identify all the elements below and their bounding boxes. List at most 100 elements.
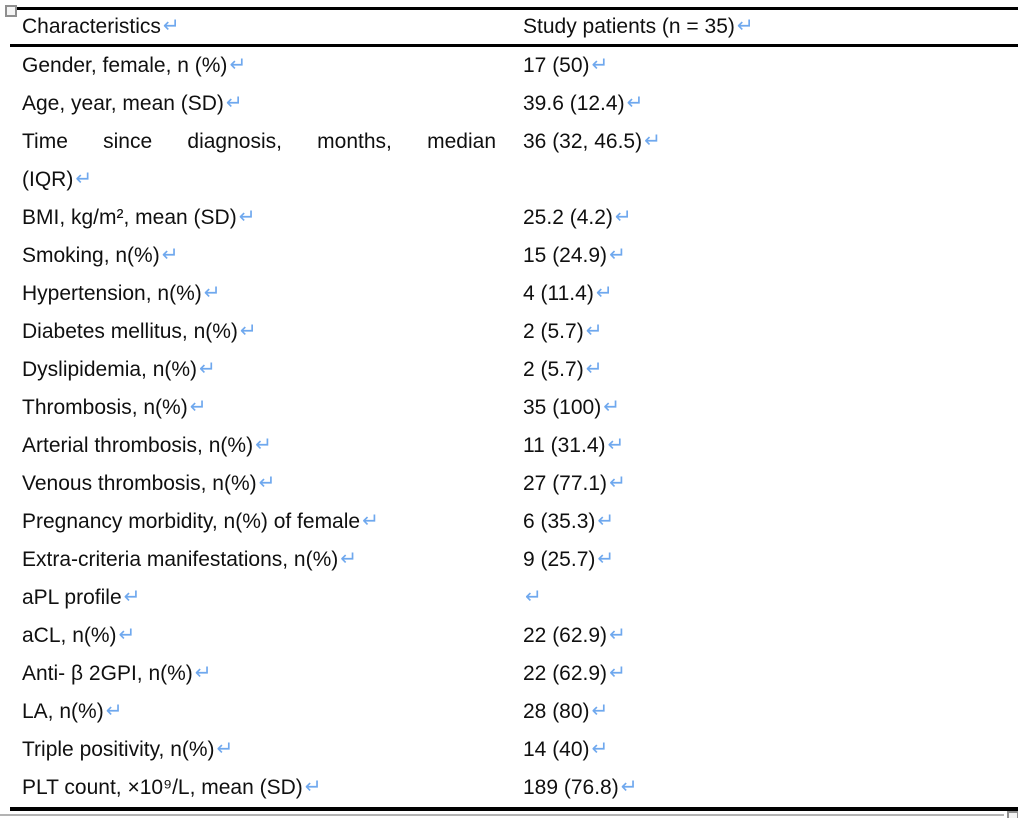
table-row: Arterial thrombosis, n(%) ↵ 11 (31.4) ↵ bbox=[10, 427, 1018, 465]
row-label-text: Arterial thrombosis, n(%) bbox=[22, 434, 254, 457]
row-label-cell[interactable]: Smoking, n(%) ↵ bbox=[10, 237, 510, 275]
row-value-text: 9 (25.7) bbox=[523, 548, 596, 571]
table-move-handle-icon[interactable] bbox=[5, 5, 17, 17]
table-row: Venous thrombosis, n(%) ↵ 27 (77.1) ↵ bbox=[10, 465, 1018, 503]
row-label-cell[interactable]: Age, year, mean (SD) ↵ bbox=[10, 85, 510, 123]
row-label-cell[interactable]: Thrombosis, n(%) ↵ bbox=[10, 389, 510, 427]
row-label-text: Venous thrombosis, n(%) bbox=[22, 472, 257, 495]
row-label-cell[interactable]: Dyslipidemia, n(%) ↵ bbox=[10, 351, 510, 389]
row-value-cell[interactable]: 2 (5.7) ↵ bbox=[510, 351, 1018, 389]
table-row: Age, year, mean (SD) ↵ 39.6 (12.4) ↵ bbox=[10, 85, 1018, 123]
row-value-text: 2 (5.7) bbox=[523, 358, 584, 381]
header-cell-patients[interactable]: Study patients (n = 35) ↵ bbox=[510, 10, 1018, 44]
return-mark-icon: ↵ bbox=[597, 548, 615, 570]
table-row: Smoking, n(%) ↵ 15 (24.9) ↵ bbox=[10, 237, 1018, 275]
return-mark-icon: ↵ bbox=[591, 738, 609, 760]
row-label-cell[interactable]: Arterial thrombosis, n(%) ↵ bbox=[10, 427, 510, 465]
table-row: aCL, n(%) ↵ 22 (62.9) ↵ bbox=[10, 617, 1018, 655]
return-mark-icon: ↵ bbox=[161, 244, 179, 266]
row-value-cell[interactable]: 6 (35.3) ↵ bbox=[510, 503, 1018, 541]
row-value-cell[interactable]: 4 (11.4) ↵ bbox=[510, 275, 1018, 313]
row-value-text: 39.6 (12.4) bbox=[523, 92, 625, 115]
return-mark-icon: ↵ bbox=[225, 92, 243, 114]
row-label-text: Smoking, n(%) bbox=[22, 244, 160, 267]
return-mark-icon: ↵ bbox=[362, 510, 379, 532]
row-label-line1: Smoking, n(%) ↵ bbox=[22, 237, 496, 275]
row-label-cell[interactable]: PLT count, ×10⁹/L, mean (SD) ↵ bbox=[10, 769, 510, 807]
row-value-cell[interactable]: 39.6 (12.4) ↵ bbox=[510, 85, 1018, 123]
table-row: Hypertension, n(%) ↵ 4 (11.4) ↵ bbox=[10, 275, 1018, 313]
row-label-text: Triple positivity, n(%) bbox=[22, 738, 215, 761]
table-row: Dyslipidemia, n(%) ↵ 2 (5.7) ↵ bbox=[10, 351, 1018, 389]
row-value-cell[interactable]: 25.2 (4.2) ↵ bbox=[510, 199, 1018, 237]
table-body: Gender, female, n (%) ↵ 17 (50) ↵ Age, yea… bbox=[10, 47, 1018, 811]
row-value-cell[interactable]: 28 (80) ↵ bbox=[510, 693, 1018, 731]
row-label-text: Gender, female, n (%) bbox=[22, 54, 228, 77]
row-label-text: Anti- β 2GPI, n(%) bbox=[22, 662, 193, 685]
row-label-cell[interactable]: Extra-criteria manifestations, n(%) ↵ bbox=[10, 541, 510, 579]
row-value-cell[interactable]: 35 (100) ↵ bbox=[510, 389, 1018, 427]
row-value-cell[interactable]: 189 (76.8) ↵ bbox=[510, 769, 1018, 807]
table-row: Gender, female, n (%) ↵ 17 (50) ↵ bbox=[10, 47, 1018, 85]
table-row: Thrombosis, n(%) ↵ 35 (100) ↵ bbox=[10, 389, 1018, 427]
row-value-cell[interactable]: 22 (62.9) ↵ bbox=[510, 655, 1018, 693]
return-mark-icon: ↵ bbox=[626, 92, 644, 114]
table-resize-handle-icon[interactable] bbox=[1007, 811, 1018, 818]
row-value-cell[interactable]: 22 (62.9) ↵ bbox=[510, 617, 1018, 655]
row-label-text: LA, n(%) bbox=[22, 700, 104, 723]
row-label-cell[interactable]: aPL profile ↵ bbox=[10, 579, 510, 617]
return-mark-icon: ↵ bbox=[118, 624, 136, 646]
row-label-text: Thrombosis, n(%) bbox=[22, 396, 188, 419]
row-value-text: 17 (50) bbox=[523, 54, 590, 77]
table-row: Triple positivity, n(%) ↵ 14 (40) ↵ bbox=[10, 731, 1018, 769]
characteristics-table: Characteristics ↵ Study patients (n = 35)… bbox=[5, 5, 1018, 811]
row-label-text: Time since diagnosis, months, median bbox=[22, 130, 496, 153]
row-value-cell[interactable]: 9 (25.7) ↵ bbox=[510, 541, 1018, 579]
return-mark-icon: ↵ bbox=[304, 776, 322, 798]
row-label-cell[interactable]: aCL, n(%) ↵ bbox=[10, 617, 510, 655]
row-label-cell[interactable]: Hypertension, n(%) ↵ bbox=[10, 275, 510, 313]
row-label-cell[interactable]: Time since diagnosis, months, median (IQ… bbox=[10, 123, 510, 199]
row-label-cell[interactable]: Diabetes mellitus, n(%) ↵ bbox=[10, 313, 510, 351]
row-value-text: 11 (31.4) bbox=[523, 434, 606, 457]
row-label-cell[interactable]: Venous thrombosis, n(%) ↵ bbox=[10, 465, 510, 503]
row-value-cell[interactable]: ↵ bbox=[510, 579, 1018, 617]
header-cell-characteristics[interactable]: Characteristics ↵ bbox=[10, 10, 510, 44]
row-value-cell[interactable]: 15 (24.9) ↵ bbox=[510, 237, 1018, 275]
return-mark-icon: ↵ bbox=[189, 396, 207, 418]
row-label-line1: Dyslipidemia, n(%) ↵ bbox=[22, 351, 496, 389]
return-mark-icon: ↵ bbox=[591, 54, 609, 76]
return-mark-icon: ↵ bbox=[199, 358, 216, 380]
return-mark-icon: ↵ bbox=[255, 434, 272, 456]
row-label-cell[interactable]: Pregnancy morbidity, n(%) of female ↵ bbox=[10, 503, 510, 541]
row-value-cell[interactable]: 27 (77.1) ↵ bbox=[510, 465, 1018, 503]
row-label-line1: PLT count, ×10⁹/L, mean (SD) ↵ bbox=[22, 769, 496, 807]
return-mark-icon: ↵ bbox=[162, 15, 180, 37]
row-value-cell[interactable]: 36 (32, 46.5) ↵ bbox=[510, 123, 1018, 199]
return-mark-icon: ↵ bbox=[591, 700, 609, 722]
row-label-line1: aPL profile ↵ bbox=[22, 579, 496, 617]
return-mark-icon: ↵ bbox=[340, 548, 358, 570]
row-label-cell[interactable]: Triple positivity, n(%) ↵ bbox=[10, 731, 510, 769]
return-mark-icon: ↵ bbox=[609, 472, 626, 494]
row-label-text: Pregnancy morbidity, n(%) of female bbox=[22, 510, 361, 533]
table-row: PLT count, ×10⁹/L, mean (SD) ↵ 189 (76.8)… bbox=[10, 769, 1018, 807]
row-value-cell[interactable]: 17 (50) ↵ bbox=[510, 47, 1018, 85]
row-label-line1: Anti- β 2GPI, n(%) ↵ bbox=[22, 655, 496, 693]
header-label-characteristics: Characteristics bbox=[22, 15, 161, 38]
row-label-cell[interactable]: BMI, kg/m², mean (SD) ↵ bbox=[10, 199, 510, 237]
return-mark-icon: ↵ bbox=[620, 776, 638, 798]
return-mark-icon: ↵ bbox=[525, 586, 542, 608]
row-label-line1: Thrombosis, n(%) ↵ bbox=[22, 389, 496, 427]
row-value-cell[interactable]: 2 (5.7) ↵ bbox=[510, 313, 1018, 351]
return-mark-icon: ↵ bbox=[203, 282, 221, 304]
return-mark-icon: ↵ bbox=[258, 472, 276, 494]
row-label-text: Hypertension, n(%) bbox=[22, 282, 202, 305]
row-label-cell[interactable]: Gender, female, n (%) ↵ bbox=[10, 47, 510, 85]
row-label-cell[interactable]: Anti- β 2GPI, n(%) ↵ bbox=[10, 655, 510, 693]
row-label-cell[interactable]: LA, n(%) ↵ bbox=[10, 693, 510, 731]
row-value-cell[interactable]: 14 (40) ↵ bbox=[510, 731, 1018, 769]
row-label-line1: Extra-criteria manifestations, n(%) ↵ bbox=[22, 541, 496, 579]
row-value-cell[interactable]: 11 (31.4) ↵ bbox=[510, 427, 1018, 465]
row-label-text: Extra-criteria manifestations, n(%) bbox=[22, 548, 339, 571]
